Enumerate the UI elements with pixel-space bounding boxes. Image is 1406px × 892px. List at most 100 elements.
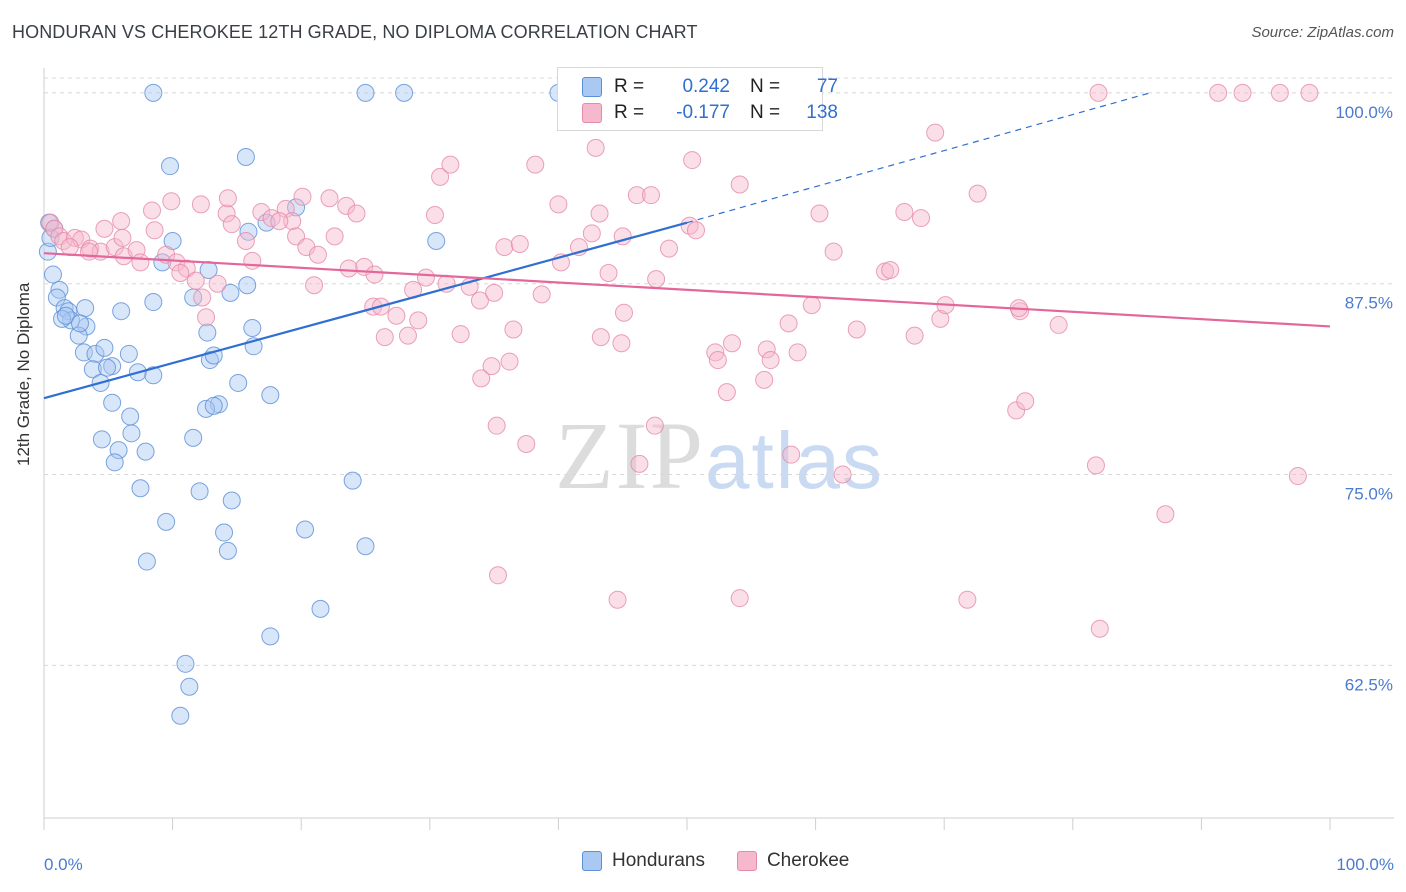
hondurans-point [261,386,280,405]
cherokee-point [591,328,610,347]
cherokee-point [236,231,255,250]
hondurans-point [184,428,203,447]
cherokee-n-value: 138 [806,102,838,123]
series-legend: Hondurans Cherokee [582,850,881,872]
hondurans-point [395,83,414,102]
cherokee-point [517,435,536,453]
cherokee-point [590,204,609,223]
cherokee-point [105,238,124,257]
cherokee-point [409,311,428,330]
hondurans-legend-swatch [582,851,602,871]
cherokee-swatch [582,103,602,123]
hondurans-point [215,523,234,542]
hondurans-point [103,393,122,412]
hondurans-point [122,424,141,443]
cherokee-point [143,201,162,220]
cherokee-point [614,303,633,322]
cherokee-point [337,196,356,215]
hondurans-swatch [582,77,602,97]
hondurans-point [86,344,105,363]
hondurans-point [261,627,280,646]
hondurans-points [38,83,568,725]
cherokee-point [325,227,344,246]
cherokee-point [1016,392,1035,411]
tick-labels: 62.5% 75.0% 87.5% 100.0% 0.0% 100.0% [44,103,1394,874]
cherokee-point [270,212,289,231]
cherokee-point [218,189,237,208]
cherokee-point [526,155,545,174]
cherokee-point [451,325,470,344]
cherokee-point [171,264,190,283]
n-label: N = [750,76,781,97]
cherokee-points [41,83,1319,638]
cherokee-point [387,306,406,325]
cherokee-point [881,260,900,279]
cherokee-point [586,138,605,157]
cherokee-point [782,445,801,464]
cherokee-point [612,334,631,353]
cherokee-point [80,242,99,261]
cherokee-point [485,283,504,302]
cherokee-point [510,235,529,254]
hondurans-point [109,441,128,460]
source-credit: Source: ZipAtlas.com [1251,24,1394,41]
r-label: R = [614,102,645,123]
cherokee-point [802,296,821,315]
cherokee-point [283,212,302,231]
cherokee-point [1089,83,1108,102]
cherokee-point [81,239,100,258]
hondurans-point [71,314,90,333]
cherokee-point [926,123,945,142]
cherokee-point [905,326,924,345]
hondurans-point [176,654,195,673]
hondurans-point [356,537,375,556]
r-label: R = [614,76,645,97]
cherokee-point [495,238,514,257]
cherokee-point [627,186,646,205]
hondurans-trend-line [43,221,688,400]
hondurans-point [204,396,223,415]
hondurans-point [198,323,217,342]
stats-legend: R = 0.242 N = 77 R = -0.177 N = 138 [557,67,838,131]
cherokee-point [243,251,262,270]
hondurans-point [92,430,111,449]
cherokee-point [645,416,664,435]
hondurans-point [161,157,180,176]
cherokee-point [186,271,205,290]
cherokee-point [549,195,568,214]
cherokee-point [208,274,227,293]
cherokee-point [472,369,491,388]
cherokee-point [659,239,678,258]
cherokee-point [191,195,210,214]
hondurans-point [112,302,131,321]
hondurans-point [119,344,138,363]
hondurans-point [38,242,57,261]
hondurans-point [144,293,163,312]
hondurans-point [105,453,124,472]
cherokee-point [824,242,843,261]
cherokee-r-value: -0.177 [676,102,730,123]
cherokee-trend-line [43,252,1331,328]
stats-legend-row-cherokee: R = -0.177 N = 138 [582,100,838,126]
x-tick-label-min: 0.0% [44,855,83,874]
cherokee-point [810,204,829,223]
cherokee-point [177,259,196,278]
cherokee-point [958,590,977,609]
cherokee-point [365,265,384,284]
cherokee-point [425,206,444,225]
cherokee-point [339,259,358,278]
cherokee-point [167,253,186,272]
hondurans-point [218,541,237,560]
cherokee-point [1288,467,1307,486]
hondurans-point [98,358,117,377]
watermark-atlas: atlas [705,416,884,505]
cherokee-point [470,291,489,310]
cherokee-point [931,309,950,328]
watermark: ZIPatlas [555,400,884,511]
cherokee-point [599,264,618,283]
legend-label-hondurans: Hondurans [612,850,705,871]
hondurans-point [238,276,257,295]
cherokee-point [488,566,507,585]
cherokee-point [431,167,450,186]
cherokee-point [730,589,749,608]
